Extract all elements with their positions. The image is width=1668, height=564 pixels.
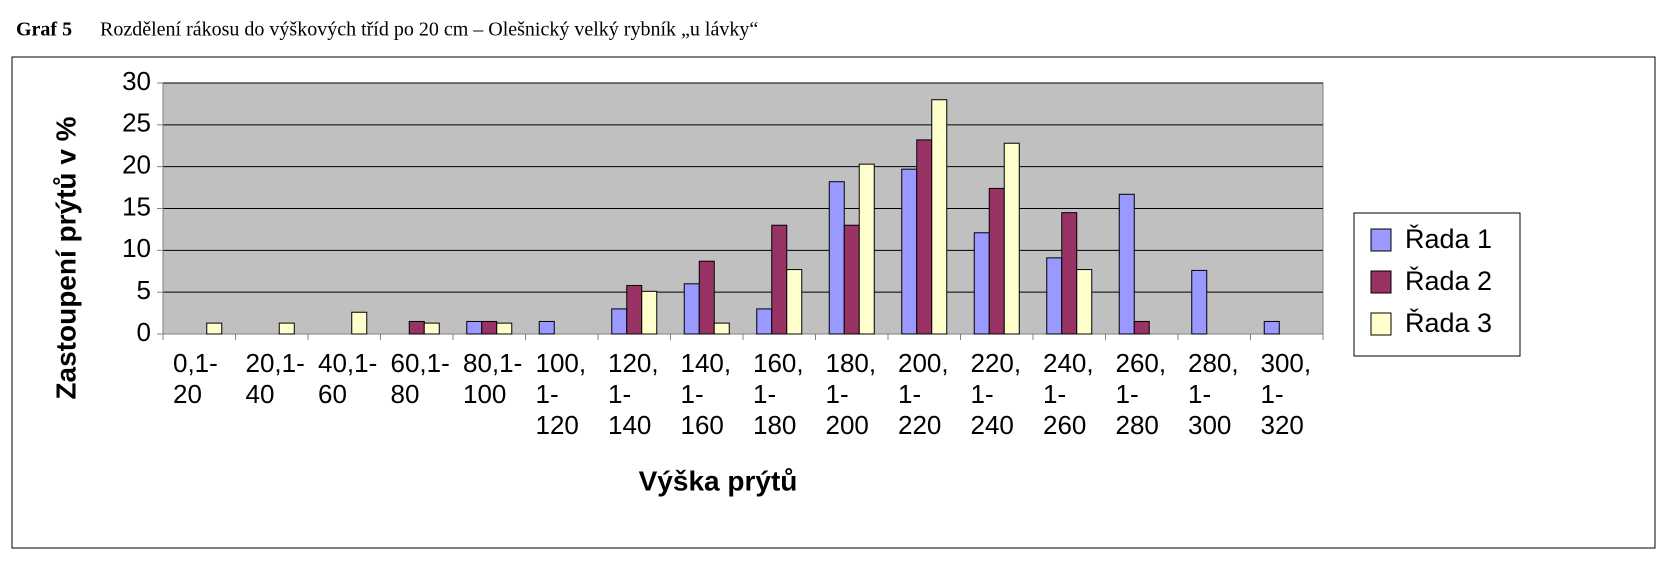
bar bbox=[931, 99, 948, 335]
x-tick-label-box: 140, 1-160 bbox=[680, 348, 732, 440]
bar bbox=[988, 187, 1005, 335]
bar bbox=[496, 322, 513, 335]
y-tick-label: 0 bbox=[137, 317, 151, 347]
bar bbox=[973, 232, 990, 335]
x-tick-label: 240, 1-260 bbox=[1043, 348, 1094, 440]
bar bbox=[408, 320, 425, 335]
x-tick-label-box: 160, 1-180 bbox=[753, 348, 804, 440]
x-tick-label: 60,1-80 bbox=[390, 348, 450, 409]
x-tick-label: 20,1-40 bbox=[245, 348, 305, 409]
legend-label: Řada 2 bbox=[1405, 265, 1492, 296]
x-tick-label: 100, 1-120 bbox=[535, 348, 587, 440]
bar bbox=[756, 308, 773, 335]
bar bbox=[1133, 320, 1150, 335]
x-tick-label: 80,1-100 bbox=[463, 348, 523, 409]
bar bbox=[423, 322, 440, 335]
bar bbox=[351, 311, 368, 335]
x-tick-label-box: 240, 1-260 bbox=[1043, 348, 1094, 440]
x-tick-label: 40,1-60 bbox=[318, 348, 378, 409]
chart-title: Rozdělení rákosu do výškových tříd po 20… bbox=[100, 19, 758, 41]
bar bbox=[641, 290, 658, 335]
x-tick-label-box: 280, 1-300 bbox=[1188, 348, 1239, 440]
bar bbox=[786, 269, 803, 335]
y-tick-label: 30 bbox=[122, 66, 151, 96]
x-tick-label: 300, 1-320 bbox=[1260, 348, 1312, 440]
x-tick-label-box: 60,1-80 bbox=[390, 348, 450, 409]
x-tick-label: 160, 1-180 bbox=[753, 348, 804, 440]
y-tick-label: 15 bbox=[122, 191, 151, 221]
x-tick-label-box: 180, 1-200 bbox=[825, 348, 877, 440]
y-axis-title: Zastoupení prýtů v % bbox=[50, 116, 81, 399]
bar bbox=[481, 320, 498, 335]
chart-frame bbox=[11, 56, 1656, 549]
bar bbox=[1003, 142, 1020, 335]
x-tick-label-box: 200, 1-220 bbox=[898, 348, 949, 440]
x-tick-label-box: 120, 1-140 bbox=[608, 348, 659, 440]
x-tick-label-box: 80,1-100 bbox=[463, 348, 523, 409]
bar bbox=[1191, 269, 1208, 335]
bar bbox=[901, 168, 918, 335]
y-tick-label: 20 bbox=[122, 150, 151, 180]
bar bbox=[611, 308, 628, 335]
x-tick-label-box: 0,1-20 bbox=[173, 348, 218, 409]
bar bbox=[771, 224, 788, 335]
bar bbox=[1061, 212, 1078, 335]
x-tick-label-box: 260, 1-280 bbox=[1115, 348, 1167, 440]
bar bbox=[278, 322, 295, 335]
chart-title-label: Graf 5 bbox=[16, 19, 72, 41]
x-tick-label: 180, 1-200 bbox=[825, 348, 877, 440]
x-tick-label: 280, 1-300 bbox=[1188, 348, 1239, 440]
bar bbox=[626, 284, 643, 335]
bar bbox=[843, 224, 860, 335]
x-tick-label: 220, 1-240 bbox=[970, 348, 1022, 440]
legend-swatch bbox=[1370, 312, 1392, 336]
x-tick-label-box: 100, 1-120 bbox=[535, 348, 587, 440]
bar bbox=[683, 283, 700, 335]
bar bbox=[1046, 257, 1063, 335]
x-tick-label: 260, 1-280 bbox=[1115, 348, 1167, 440]
bar bbox=[1076, 269, 1093, 335]
x-tick-label-box: 300, 1-320 bbox=[1260, 348, 1312, 440]
bar bbox=[713, 322, 730, 335]
bar bbox=[466, 320, 483, 335]
bar bbox=[538, 320, 555, 335]
x-tick-label: 200, 1-220 bbox=[898, 348, 949, 440]
bar bbox=[828, 181, 845, 335]
legend-swatch bbox=[1370, 270, 1392, 294]
y-tick-label: 25 bbox=[122, 108, 151, 138]
x-axis-title: Výška prýtů bbox=[639, 465, 798, 496]
bar bbox=[916, 139, 933, 335]
bar bbox=[698, 260, 715, 335]
y-tick-label: 5 bbox=[137, 275, 151, 305]
legend-label: Řada 3 bbox=[1405, 307, 1492, 338]
y-tick-label: 10 bbox=[122, 233, 151, 263]
bar bbox=[1263, 320, 1280, 335]
bar bbox=[1118, 193, 1135, 335]
legend-label: Řada 1 bbox=[1405, 223, 1492, 254]
bar bbox=[206, 322, 223, 335]
bar bbox=[858, 163, 875, 335]
x-tick-label-box: 220, 1-240 bbox=[970, 348, 1022, 440]
x-tick-label-box: 40,1-60 bbox=[318, 348, 378, 409]
x-tick-label: 0,1-20 bbox=[173, 348, 218, 409]
x-tick-label: 120, 1-140 bbox=[608, 348, 659, 440]
legend-swatch bbox=[1370, 228, 1392, 252]
x-tick-label: 140, 1-160 bbox=[680, 348, 732, 440]
x-tick-label-box: 20,1-40 bbox=[245, 348, 305, 409]
